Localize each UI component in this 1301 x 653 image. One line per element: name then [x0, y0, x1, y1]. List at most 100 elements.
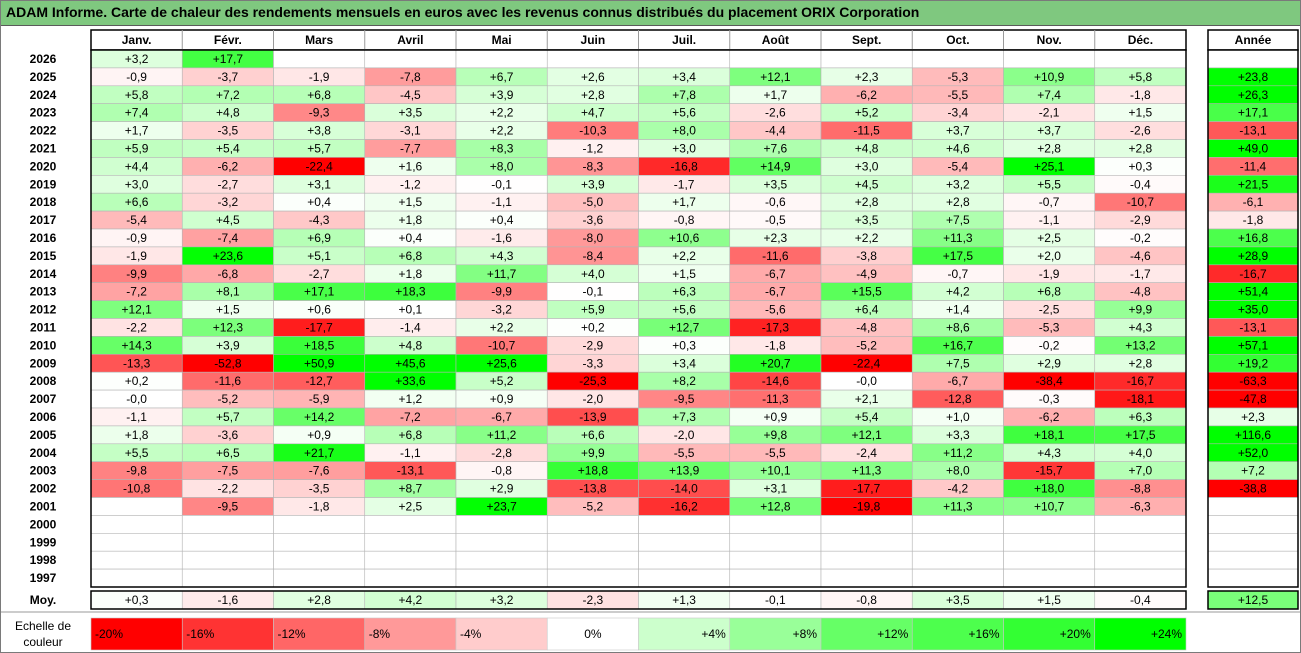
annual-value: +57,1	[1238, 338, 1269, 352]
cell-value: -5,2	[583, 499, 604, 513]
cell-value: -1,9	[126, 249, 147, 263]
cell-value: +5,9	[125, 141, 149, 155]
cell-value: -13,1	[397, 464, 425, 478]
year-label-2018: 2018	[30, 195, 57, 209]
cell-value: +2,8	[1129, 356, 1153, 370]
cell-value: -4,6	[1130, 249, 1151, 263]
month-header-3: Mars	[305, 33, 333, 47]
cell-value: +8,7	[399, 482, 423, 496]
annual-cell	[1207, 49, 1299, 69]
year-label-2006: 2006	[30, 410, 57, 424]
cell-value: -13,8	[579, 482, 607, 496]
year-label-2014: 2014	[30, 267, 57, 281]
cell-value: +4,7	[581, 106, 605, 120]
cell-value: +12,1	[760, 70, 791, 84]
cell-value: +10,1	[760, 464, 791, 478]
cell-value: -2,9	[583, 338, 604, 352]
cell-value: +5,8	[1129, 70, 1153, 84]
cell-value: -1,9	[1039, 267, 1060, 281]
month-header-6: Juin	[581, 33, 606, 47]
heatmap-cell	[820, 532, 913, 552]
cell-value: -25,3	[579, 374, 607, 388]
heatmap-cell	[911, 49, 1004, 69]
cell-value: +11,3	[943, 499, 973, 513]
cell-value: -12,8	[944, 392, 972, 406]
cell-value: -5,5	[765, 446, 786, 460]
cell-value: +6,5	[216, 446, 240, 460]
cell-value: -4,3	[309, 213, 330, 227]
cell-value: +0,1	[399, 303, 423, 317]
cell-value: +2,3	[855, 70, 879, 84]
cell-value: +7,5	[946, 356, 970, 370]
year-label-1997: 1997	[30, 571, 57, 585]
year-header: Année	[1235, 33, 1272, 47]
heatmap-cell	[729, 532, 822, 552]
cell-value: -1,1	[491, 195, 512, 209]
average-annual-cell	[1207, 590, 1299, 610]
heatmap-cell	[455, 49, 548, 69]
cell-value: +17,5	[1125, 428, 1156, 442]
cell-value: +1,8	[399, 213, 423, 227]
legend-label: +12%	[877, 627, 908, 641]
heatmap-cell	[455, 515, 548, 534]
cell-value: -38,4	[1035, 374, 1063, 388]
cell-value: +6,6	[125, 195, 149, 209]
cell-value: -2,7	[218, 177, 239, 191]
legend-title-line1: Echelle de	[15, 619, 71, 633]
cell-value: +3,9	[216, 338, 240, 352]
average-annual-value: +12,5	[1238, 593, 1269, 607]
heatmap-cell	[181, 568, 274, 588]
heatmap-cell	[1094, 532, 1187, 552]
cell-value: +2,5	[399, 499, 423, 513]
year-label-2002: 2002	[30, 482, 57, 496]
cell-value: +6,3	[672, 285, 696, 299]
heatmap-cell	[273, 532, 366, 552]
cell-value: -10,8	[123, 482, 151, 496]
heatmap-cell	[638, 49, 731, 69]
cell-value: +2,8	[1037, 141, 1061, 155]
cell-value: +18,5	[304, 338, 335, 352]
year-label-1999: 1999	[30, 535, 57, 549]
annual-value: +23,8	[1238, 70, 1269, 84]
cell-value: +4,8	[399, 338, 423, 352]
cell-value: -2,6	[765, 106, 786, 120]
cell-value: +14,9	[760, 159, 791, 173]
cell-value: +2,2	[855, 231, 879, 245]
cell-value: -1,6	[491, 231, 512, 245]
cell-value: +17,7	[213, 52, 244, 66]
cell-value: +2,5	[1037, 231, 1061, 245]
year-label-2004: 2004	[30, 446, 57, 460]
cell-value: -2,8	[491, 446, 512, 460]
cell-value: -0,3	[1039, 392, 1060, 406]
annual-cell	[1207, 568, 1299, 588]
year-label-2025: 2025	[30, 70, 57, 84]
cell-value: -0,7	[1039, 195, 1060, 209]
heatmap-cell	[90, 497, 183, 516]
cell-value: +8,1	[216, 285, 240, 299]
cell-value: -0,7	[948, 267, 969, 281]
chart-title: ADAM Informe. Carte de chaleur des rende…	[6, 4, 920, 20]
cell-value: +3,4	[672, 70, 696, 84]
cell-value: -11,5	[853, 124, 880, 138]
annual-cell	[1207, 497, 1299, 516]
cell-value: -19,8	[853, 499, 881, 513]
cell-value: +12,7	[669, 320, 700, 334]
annual-value: +28,9	[1238, 249, 1269, 263]
cell-value: +14,3	[121, 338, 152, 352]
cell-value: +6,7	[490, 70, 514, 84]
average-value: -1,6	[218, 593, 239, 607]
annual-value: -16,7	[1239, 267, 1267, 281]
cell-value: +8,0	[946, 464, 970, 478]
cell-value: +18,1	[1034, 428, 1065, 442]
cell-value: +4,0	[1129, 446, 1153, 460]
cell-value: -1,1	[126, 410, 147, 424]
annual-value: +26,3	[1238, 88, 1269, 102]
heatmap-cell	[729, 550, 822, 570]
heatmap-cell	[273, 550, 366, 570]
cell-value: +5,6	[672, 106, 696, 120]
cell-value: +4,8	[855, 141, 879, 155]
cell-value: +33,6	[395, 374, 426, 388]
cell-value: -3,6	[218, 428, 239, 442]
cell-value: +0,4	[399, 231, 423, 245]
legend-label: +24%	[1151, 627, 1182, 641]
